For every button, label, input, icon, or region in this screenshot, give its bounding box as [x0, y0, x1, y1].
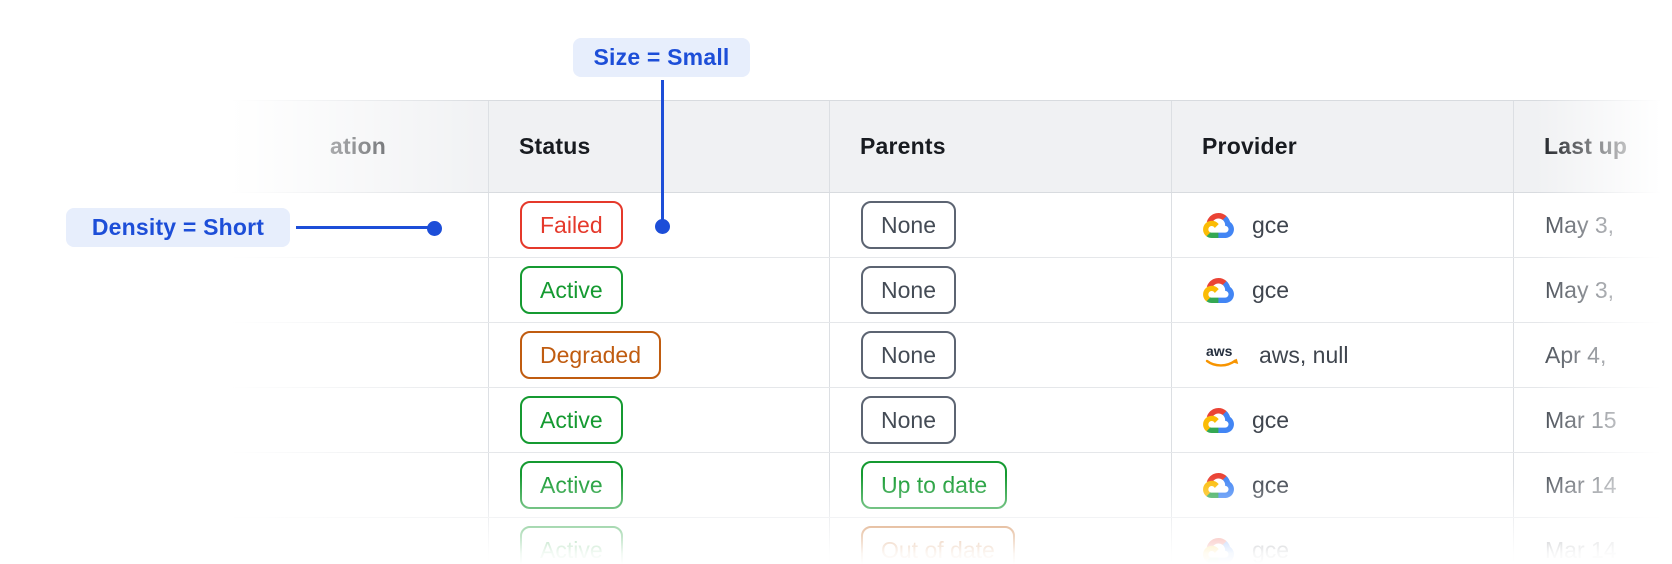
- status-badge: Failed: [520, 201, 623, 249]
- aws-icon: aws: [1203, 342, 1241, 369]
- google-cloud-icon: [1203, 407, 1234, 433]
- svg-text:aws: aws: [1206, 343, 1233, 359]
- provider-label: gce: [1252, 406, 1290, 433]
- cell-last-updated: Mar 14: [1513, 518, 1672, 564]
- cell-provider: gce: [1171, 453, 1513, 517]
- cell-status: Active: [488, 258, 829, 322]
- cell-provider: gce: [1171, 193, 1513, 257]
- status-badge: Degraded: [520, 331, 662, 379]
- cell-provider: gce: [1171, 258, 1513, 322]
- size-annotation-label: Size = Small: [573, 38, 750, 77]
- cell-provider: gce: [1171, 388, 1513, 452]
- density-annotation-dot: [427, 221, 442, 236]
- provider-label: gce: [1252, 536, 1290, 563]
- column-header-status: Status: [488, 101, 829, 192]
- cell-parents: Out of date: [829, 518, 1171, 564]
- status-badge: Active: [520, 461, 623, 509]
- data-table: ation Status Parents Provider Last up Fa…: [146, 100, 1672, 564]
- density-annotation-line: [296, 226, 428, 229]
- cell-status: Degraded: [488, 323, 829, 387]
- parents-badge: None: [861, 396, 956, 444]
- cell-name: [146, 258, 488, 322]
- table-row[interactable]: Degraded None aws aws, null Apr 4,: [146, 323, 1672, 388]
- cell-status: Active: [488, 518, 829, 564]
- column-header-provider: Provider: [1171, 101, 1513, 192]
- cell-name: [146, 453, 488, 517]
- column-header-parents: Parents: [829, 101, 1171, 192]
- google-cloud-icon: [1203, 537, 1234, 563]
- cell-last-updated: May 3,: [1513, 258, 1672, 322]
- cell-parents: None: [829, 258, 1171, 322]
- cell-status: Failed: [488, 193, 829, 257]
- table-row[interactable]: Active Up to date gce Mar 14: [146, 453, 1672, 518]
- parents-badge: Out of date: [861, 526, 1015, 564]
- column-header-last-updated: Last up: [1513, 101, 1672, 192]
- cell-status: Active: [488, 453, 829, 517]
- cell-last-updated: Apr 4,: [1513, 323, 1672, 387]
- provider-label: gce: [1252, 211, 1290, 238]
- parents-badge: Up to date: [861, 461, 1008, 509]
- table-row[interactable]: Active None gce Mar 15: [146, 388, 1672, 453]
- cell-provider: aws aws, null: [1171, 323, 1513, 387]
- cell-name: [146, 323, 488, 387]
- cell-name: [146, 388, 488, 452]
- provider-label: aws, null: [1259, 341, 1349, 368]
- parents-badge: None: [861, 331, 956, 379]
- cell-last-updated: Mar 15: [1513, 388, 1672, 452]
- cell-parents: None: [829, 388, 1171, 452]
- status-badge: Active: [520, 396, 623, 444]
- cell-last-updated: Mar 14: [1513, 453, 1672, 517]
- status-badge: Active: [520, 266, 623, 314]
- provider-label: gce: [1252, 276, 1290, 303]
- cell-status: Active: [488, 388, 829, 452]
- cell-parents: Up to date: [829, 453, 1171, 517]
- google-cloud-icon: [1203, 212, 1234, 238]
- table-row[interactable]: Active Out of date gce Mar 14: [146, 518, 1672, 564]
- parents-badge: None: [861, 201, 956, 249]
- cell-provider: gce: [1171, 518, 1513, 564]
- provider-label: gce: [1252, 471, 1290, 498]
- table-row[interactable]: Active None gce May 3,: [146, 258, 1672, 323]
- cell-parents: None: [829, 193, 1171, 257]
- cell-last-updated: May 3,: [1513, 193, 1672, 257]
- size-annotation-dot: [655, 219, 670, 234]
- size-annotation-line: [661, 80, 664, 220]
- google-cloud-icon: [1203, 277, 1234, 303]
- table-header-row: ation Status Parents Provider Last up: [146, 101, 1672, 193]
- table-body: Failed None gce May 3, Active None gce: [146, 193, 1672, 564]
- column-header-name: ation: [330, 133, 386, 159]
- parents-badge: None: [861, 266, 956, 314]
- google-cloud-icon: [1203, 472, 1234, 498]
- cell-name: [146, 518, 488, 564]
- density-annotation-label: Density = Short: [66, 208, 290, 247]
- cell-parents: None: [829, 323, 1171, 387]
- status-badge: Active: [520, 526, 623, 564]
